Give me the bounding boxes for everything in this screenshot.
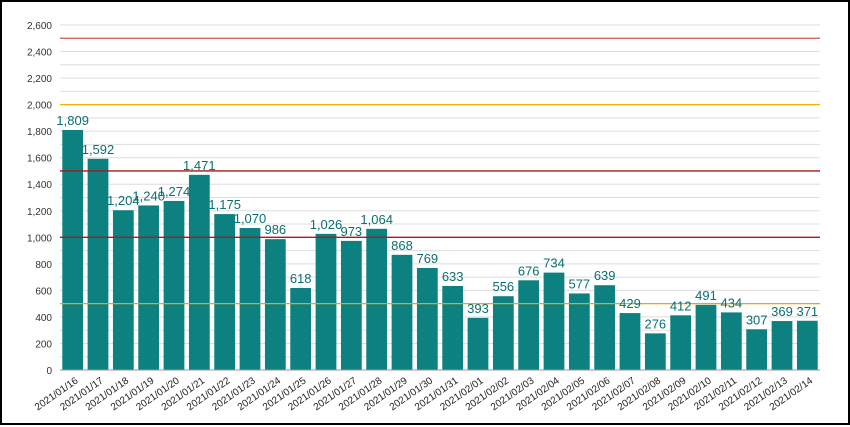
bar: [796, 320, 818, 370]
y-tick-label: 2,200: [27, 74, 52, 85]
y-tick-label: 0: [46, 366, 52, 377]
bar: [163, 200, 185, 370]
data-label: 371: [796, 304, 818, 319]
data-label: 434: [720, 295, 742, 310]
bar: [619, 313, 641, 370]
y-tick-label: 2,400: [27, 48, 52, 59]
bar: [594, 285, 616, 370]
data-label: 618: [290, 271, 312, 286]
bar: [264, 239, 286, 370]
data-label: 1,471: [183, 158, 216, 173]
bar: [670, 315, 692, 370]
bar: [315, 233, 337, 370]
bar: [391, 254, 413, 370]
bar: [746, 329, 768, 370]
data-label: 1,240: [132, 188, 165, 203]
bar: [188, 174, 210, 370]
bar: [214, 214, 236, 370]
y-tick-label: 1,000: [27, 233, 52, 244]
y-tick-label: 1,600: [27, 154, 52, 165]
bar: [695, 304, 717, 370]
y-tick-label: 200: [35, 339, 52, 350]
bar: [568, 293, 590, 370]
bar: [87, 158, 109, 370]
bar: [644, 333, 666, 370]
data-label: 986: [264, 222, 286, 237]
bar: [720, 312, 742, 370]
data-label: 1,026: [310, 217, 343, 232]
bar: [290, 287, 312, 370]
y-tick-label: 400: [35, 313, 52, 324]
y-tick-label: 1,400: [27, 180, 52, 191]
bar: [518, 280, 540, 370]
data-label: 1,809: [56, 113, 89, 128]
data-label: 633: [442, 269, 464, 284]
data-label: 1,204: [107, 193, 140, 208]
y-tick-label: 1,800: [27, 127, 52, 138]
bar: [138, 205, 160, 370]
bar: [239, 228, 261, 370]
data-label: 369: [771, 304, 793, 319]
data-label: 639: [594, 268, 616, 283]
y-tick-label: 1,200: [27, 207, 52, 218]
y-tick-label: 2,600: [27, 21, 52, 32]
bar: [366, 228, 388, 370]
data-label: 1,070: [234, 211, 267, 226]
bar: [771, 321, 793, 370]
y-tick-label: 600: [35, 286, 52, 297]
data-label: 734: [543, 256, 565, 271]
data-label: 769: [416, 251, 438, 266]
data-label: 412: [670, 298, 692, 313]
bar: [62, 129, 84, 370]
data-label: 556: [492, 279, 514, 294]
data-label: 868: [391, 238, 413, 253]
data-label: 1,064: [360, 212, 393, 227]
data-label: 307: [746, 312, 768, 327]
data-label: 491: [695, 288, 717, 303]
data-label: 577: [568, 276, 590, 291]
data-label: 429: [619, 296, 641, 311]
data-label: 676: [518, 263, 540, 278]
bar: [340, 240, 362, 370]
bar: [416, 267, 438, 370]
data-label: 1,274: [158, 184, 191, 199]
bar: [492, 296, 514, 370]
data-label: 276: [644, 316, 666, 331]
bar: [467, 317, 489, 370]
data-label: 973: [340, 224, 362, 239]
bar: [112, 210, 134, 370]
bar: [543, 272, 565, 370]
data-label: 1,175: [208, 197, 241, 212]
data-label: 393: [467, 301, 489, 316]
bar: [442, 286, 464, 370]
y-tick-label: 800: [35, 260, 52, 271]
y-tick-label: 2,000: [27, 101, 52, 112]
data-label: 1,592: [82, 142, 115, 157]
